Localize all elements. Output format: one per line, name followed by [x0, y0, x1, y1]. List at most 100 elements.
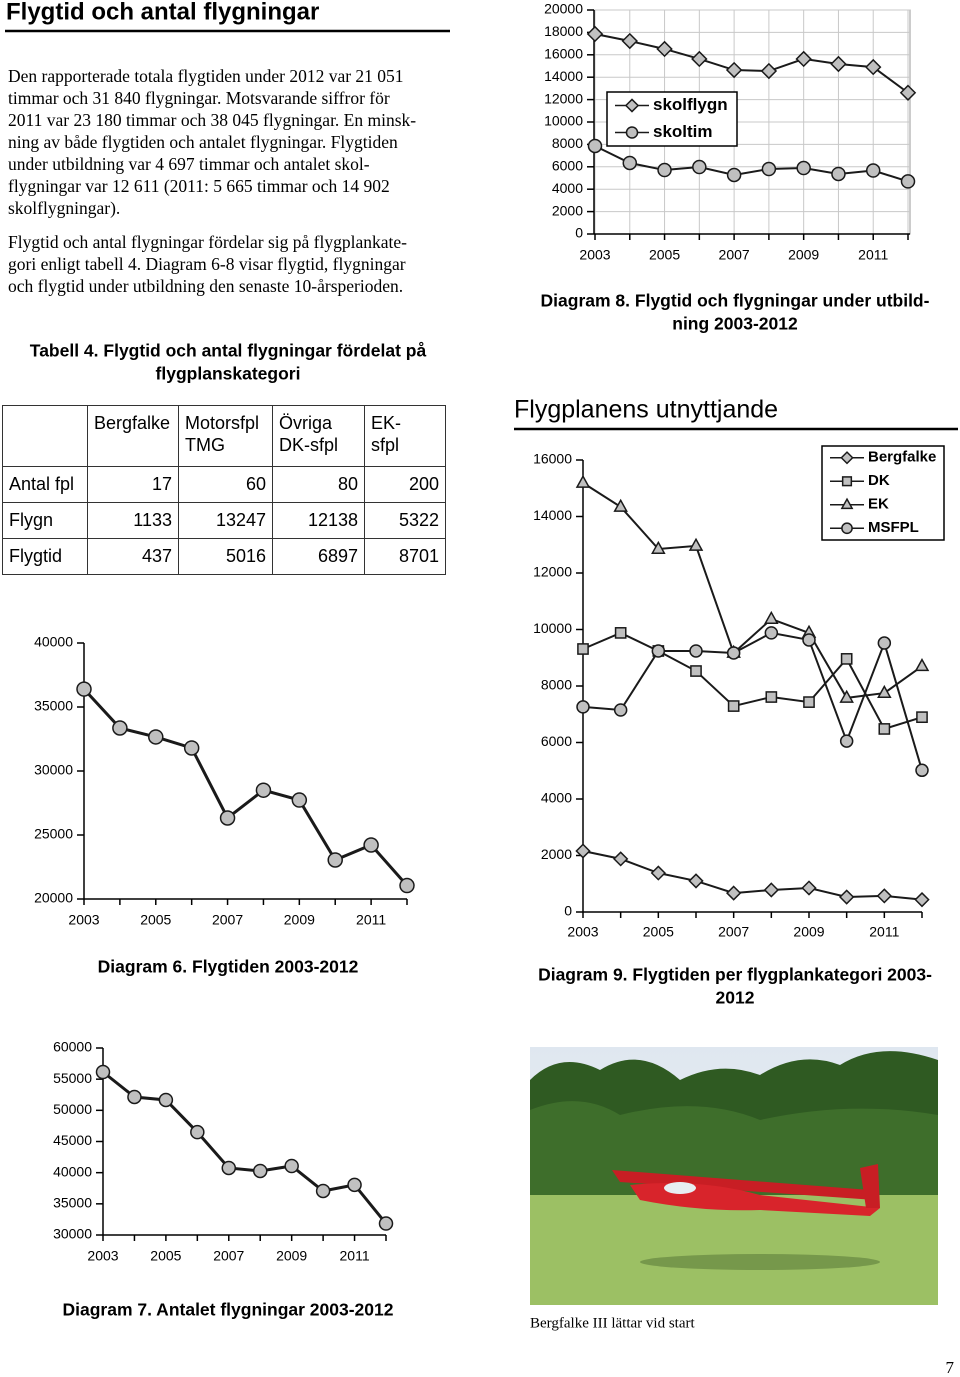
data-point: [865, 58, 882, 76]
data-line: [594, 145, 909, 183]
body-text-line: flygningar var 12 611 (2011: 5 665 timma…: [8, 176, 390, 196]
table-caption: flygplanskategori: [156, 364, 301, 384]
y-tick-label: 12000: [544, 90, 583, 106]
body-text-line: och flygtid under utbildning den senaste…: [8, 276, 403, 296]
data-point: [877, 636, 892, 650]
y-tick-label: 20000: [34, 890, 73, 906]
table-caption: Tabell 4. Flygtid och antal flygningar f…: [30, 341, 427, 361]
y-tick-label: 55000: [53, 1070, 92, 1086]
data-point: [916, 711, 928, 724]
y-tick-label: 12000: [533, 564, 572, 580]
x-tick-label: 2009: [284, 912, 315, 928]
page-title: Flygtid och antal flygningar: [6, 0, 319, 25]
data-point: [291, 792, 308, 808]
data-point: [221, 1160, 237, 1176]
table-row: Flygn 1133 13247 12138 5322: [2, 502, 446, 539]
data-point: [651, 644, 666, 658]
data-point: [764, 626, 779, 640]
table-cell: 200: [364, 466, 446, 503]
page-number: 7: [946, 1358, 955, 1377]
x-tick-label: 2011: [340, 1248, 370, 1264]
x-tick-label: 2011: [356, 912, 386, 928]
table-cell: 5016: [178, 538, 273, 575]
legend-swatch-marker: [625, 126, 639, 139]
x-tick-label: 2009: [793, 924, 824, 940]
y-tick-label: 16000: [544, 46, 583, 62]
body-text-line: timmar och 31 840 flygningar. Motsvarand…: [8, 88, 390, 108]
data-point: [877, 684, 892, 699]
data-point: [796, 160, 811, 176]
data-point: [190, 1124, 205, 1140]
y-tick-label: 35000: [53, 1195, 92, 1211]
data-line: [582, 482, 923, 699]
data-point: [690, 665, 702, 677]
data-point: [622, 155, 638, 171]
body-text-line: 2011 var 23 180 timmar och 38 045 flygni…: [8, 110, 416, 130]
x-tick-label: 2007: [718, 924, 749, 940]
data-point: [576, 700, 590, 714]
legend-label: EK: [868, 496, 889, 513]
y-tick-label: 2000: [552, 202, 583, 218]
photo-caption: Bergfalke III lättar vid start: [530, 1315, 695, 1331]
body-text-line: gori enligt tabell 4. Diagram 6-8 visar …: [8, 254, 406, 274]
data-point: [726, 167, 742, 183]
data-point: [915, 763, 929, 778]
y-tick-label: 40000: [53, 1163, 92, 1179]
x-tick-label: 2011: [869, 924, 899, 940]
photo-glider-canopy: [664, 1182, 696, 1194]
data-point: [327, 852, 343, 868]
y-tick-label: 30000: [34, 762, 73, 778]
data-point: [763, 882, 779, 898]
table-cell: Flygtid: [2, 538, 88, 575]
data-point: [651, 540, 666, 554]
data-point: [764, 610, 779, 624]
y-tick-label: 2000: [541, 846, 572, 862]
photo-grass: [530, 1195, 938, 1305]
table-cell: Antal fpl: [2, 466, 88, 503]
x-tick-label: 2003: [87, 1248, 118, 1264]
data-point: [284, 1158, 299, 1174]
data-point: [148, 729, 164, 745]
y-tick-label: 50000: [53, 1101, 92, 1117]
x-tick-label: 2009: [788, 247, 819, 263]
data-point: [760, 62, 778, 80]
data-point: [692, 159, 707, 175]
data-point: [839, 734, 854, 748]
table-cell: 437: [87, 538, 179, 575]
data-point: [656, 40, 673, 58]
x-tick-label: 2003: [68, 912, 99, 928]
data-line: [102, 1070, 388, 1225]
y-tick-label: 14000: [544, 68, 583, 84]
table-cell: 80: [272, 466, 365, 503]
data-point: [587, 138, 603, 154]
data-point: [95, 1064, 111, 1080]
chart-caption: Diagram 6. Flygtiden 2003-2012: [98, 957, 359, 977]
data-point: [127, 1089, 142, 1105]
data-point: [613, 703, 628, 717]
legend-swatch-marker: [841, 522, 853, 535]
x-tick-label: 2003: [579, 247, 610, 263]
table-corner: [2, 405, 88, 467]
table-row: Antal fpl 17 60 80 200: [2, 466, 446, 503]
table-cell: 17: [87, 466, 179, 503]
data-point: [76, 681, 92, 697]
data-line: [82, 688, 409, 887]
table-row: Flygtid 437 5016 6897 8701: [2, 538, 446, 575]
table-cell: 60: [178, 466, 273, 503]
table-cell: Flygn: [2, 502, 88, 539]
y-tick-label: 18000: [544, 23, 583, 39]
data-point: [255, 782, 272, 798]
data-point: [219, 810, 236, 826]
data-point: [347, 1177, 362, 1193]
data-point: [252, 1163, 268, 1179]
data-point: [575, 474, 591, 488]
data-point: [577, 643, 589, 655]
data-point: [761, 161, 777, 177]
table-column-header: Bergfalke: [87, 405, 179, 467]
data-line: [582, 850, 923, 901]
y-tick-label: 6000: [552, 158, 583, 174]
section-heading: Flygplanens utnyttjande: [514, 396, 778, 424]
y-tick-label: 10000: [544, 113, 583, 129]
data-point: [803, 696, 815, 708]
